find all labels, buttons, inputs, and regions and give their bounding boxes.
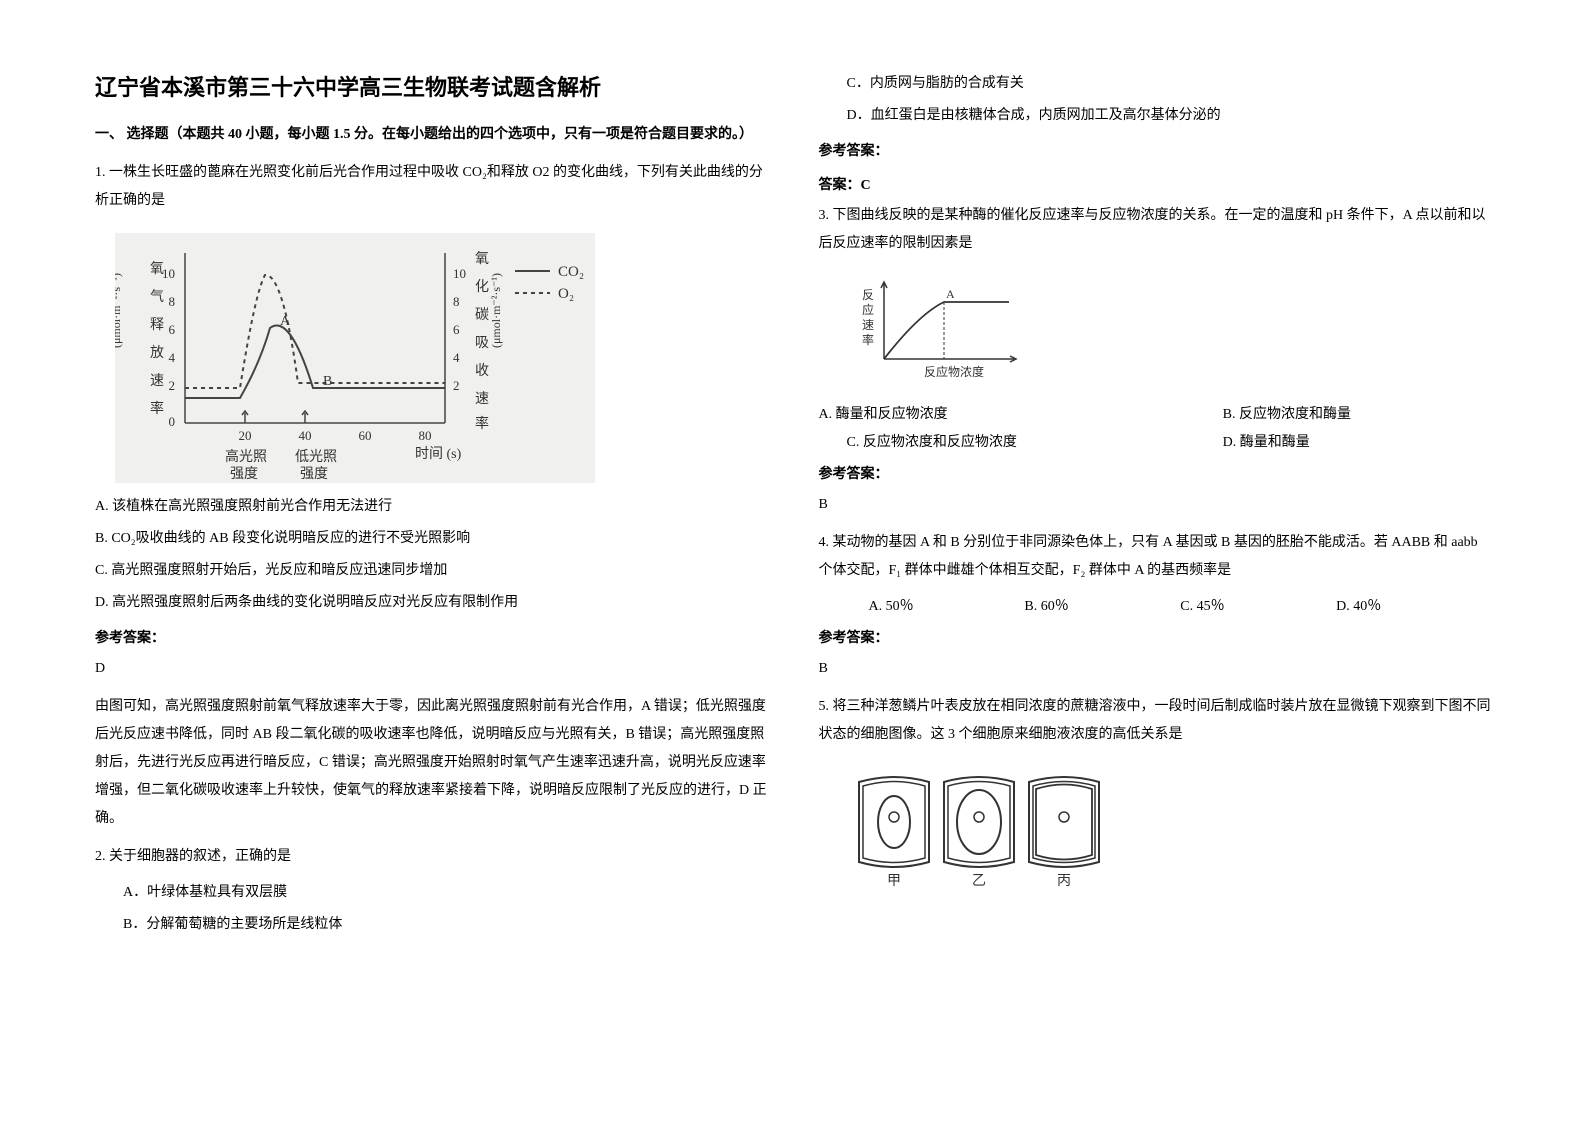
svg-text:CO₂: CO₂ (558, 264, 584, 280)
q3-options-row2: C. 反应物浓度和反应物浓度 D. 酶量和酶量 (819, 429, 1493, 457)
q4-option-b: B. 60％ (1024, 593, 1180, 621)
q2-option-d: D．血红蛋白是由核糖体合成，内质网加工及高尔基体分泌的 (819, 102, 1493, 130)
svg-text:氧: 氧 (475, 251, 489, 267)
svg-text:速: 速 (150, 373, 164, 389)
q3-option-b: B. 反应物浓度和酶量 (1223, 401, 1492, 429)
svg-text:4: 4 (453, 350, 460, 365)
svg-text:6: 6 (453, 322, 460, 337)
q1-option-a: A. 该植株在高光照强度照射前光合作用无法进行 (95, 493, 769, 521)
svg-text:低光照: 低光照 (295, 449, 337, 465)
q1-answer-label: 参考答案： (95, 627, 769, 647)
svg-text:8: 8 (453, 294, 460, 309)
q5-text: 5. 将三种洋葱鳞片叶表皮放在相同浓度的蔗糖溶液中，一段时间后制成临时装片放在显… (819, 693, 1493, 749)
svg-text:反应物浓度: 反应物浓度 (924, 364, 984, 379)
q4-options: A. 50％ B. 60％ C. 45％ D. 40％ (819, 593, 1493, 621)
svg-text:率: 率 (862, 332, 874, 347)
svg-text:吸: 吸 (475, 336, 489, 351)
q2-option-c: C．内质网与脂肪的合成有关 (819, 70, 1493, 98)
q3-text: 3. 下图曲线反映的是某种酶的催化反应速率与反应物浓度的关系。在一定的温度和 p… (819, 202, 1493, 258)
svg-text:10: 10 (453, 266, 466, 281)
svg-text:20: 20 (239, 428, 252, 443)
svg-text:丙: 丙 (1057, 874, 1071, 887)
svg-text:A: A (946, 287, 955, 301)
q2-text: 2. 关于细胞器的叙述，正确的是 (95, 843, 769, 871)
q3-answer-label: 参考答案： (819, 463, 1493, 483)
q4-option-c: C. 45％ (1180, 593, 1336, 621)
svg-text:80: 80 (419, 428, 432, 443)
svg-text:2: 2 (453, 378, 460, 393)
svg-text:高光照: 高光照 (225, 448, 267, 465)
svg-text:B: B (323, 374, 332, 389)
q3-answer: B (819, 491, 1493, 519)
q3-chart: A 反 应 速 率 反应物浓度 (849, 274, 1493, 389)
svg-text:应: 应 (862, 302, 874, 317)
q3-option-a: A. 酶量和反应物浓度 (819, 401, 1223, 429)
svg-text:甲: 甲 (887, 874, 901, 887)
svg-text:释: 释 (150, 317, 164, 333)
svg-text:速: 速 (862, 318, 874, 332)
q3-option-c: C. 反应物浓度和反应物浓度 (819, 429, 1223, 457)
svg-text:O₂: O₂ (558, 286, 574, 302)
q1-chart: 10 8 6 4 2 0 10 8 6 4 2 氧 气 释 放 速 率 (μmo… (115, 233, 769, 483)
svg-text:40: 40 (299, 428, 312, 443)
q1-answer: D (95, 655, 769, 683)
svg-text:气: 气 (150, 289, 164, 305)
svg-text:2: 2 (169, 378, 176, 393)
svg-text:0: 0 (169, 414, 176, 429)
svg-text:放: 放 (150, 345, 164, 361)
q2-answer: 答案：C (819, 174, 1493, 194)
q1-text: 1. 一株生长旺盛的蓖麻在光照变化前后光合作用过程中吸收 CO₂和释放 O2 的… (95, 159, 769, 215)
q2-answer-label: 参考答案： (819, 140, 1493, 160)
svg-text:强度: 强度 (230, 466, 258, 482)
svg-text:强度: 强度 (300, 466, 328, 482)
q3-option-d: D. 酶量和酶量 (1223, 429, 1492, 457)
svg-text:收: 收 (475, 363, 489, 379)
section-heading: 一、 选择题（本题共 40 小题，每小题 1.5 分。在每小题给出的四个选项中，… (95, 122, 769, 147)
q4-option-a: A. 50％ (869, 593, 1025, 621)
q4-answer-label: 参考答案： (819, 627, 1493, 647)
svg-text:A: A (280, 314, 291, 329)
q4-text: 4. 某动物的基因 A 和 B 分别位于非同源染色体上，只有 A 基因或 B 基… (819, 529, 1493, 585)
svg-text:率: 率 (150, 400, 164, 417)
q2-option-a: A．叶绿体基粒具有双层膜 (95, 879, 769, 907)
q1-explain: 由图可知，高光照强度照射前氧气释放速率大于零，因此离光照强度照射前有光合作用，A… (95, 693, 769, 833)
q4-option-d: D. 40％ (1336, 593, 1492, 621)
svg-text:4: 4 (169, 350, 176, 365)
svg-text:率: 率 (475, 415, 489, 432)
svg-text:反: 反 (862, 288, 874, 302)
svg-text:8: 8 (169, 294, 176, 309)
q1-option-b: B. CO₂吸收曲线的 AB 段变化说明暗反应的进行不受光照影响 (95, 525, 769, 553)
svg-text:乙: 乙 (972, 873, 986, 887)
svg-text:氧: 氧 (150, 261, 164, 277)
svg-text:时间 (s): 时间 (s) (415, 446, 462, 462)
svg-text:(μmol·m⁻²·s⁻¹): (μmol·m⁻²·s⁻¹) (115, 273, 123, 348)
q3-options-row1: A. 酶量和反应物浓度 B. 反应物浓度和酶量 (819, 401, 1493, 429)
page-title: 辽宁省本溪市第三十六中学高三生物联考试题含解析 (95, 70, 769, 102)
q4-answer: B (819, 655, 1493, 683)
svg-text:(μmol·m⁻²·s⁻¹): (μmol·m⁻²·s⁻¹) (489, 273, 503, 348)
svg-text:化: 化 (475, 279, 489, 295)
svg-text:60: 60 (359, 428, 372, 443)
q1-option-c: C. 高光照强度照射开始后，光反应和暗反应迅速同步增加 (95, 557, 769, 585)
svg-text:碳: 碳 (475, 307, 489, 323)
right-column: C．内质网与脂肪的合成有关 D．血红蛋白是由核糖体合成，内质网加工及高尔基体分泌… (819, 70, 1493, 1052)
svg-text:速: 速 (475, 391, 489, 407)
svg-text:6: 6 (169, 322, 176, 337)
q5-cells: 甲 乙 丙 (849, 767, 1493, 892)
q1-option-d: D. 高光照强度照射后两条曲线的变化说明暗反应对光反应有限制作用 (95, 589, 769, 617)
left-column: 辽宁省本溪市第三十六中学高三生物联考试题含解析 一、 选择题（本题共 40 小题… (95, 70, 769, 1052)
q2-option-b: B．分解葡萄糖的主要场所是线粒体 (95, 911, 769, 939)
